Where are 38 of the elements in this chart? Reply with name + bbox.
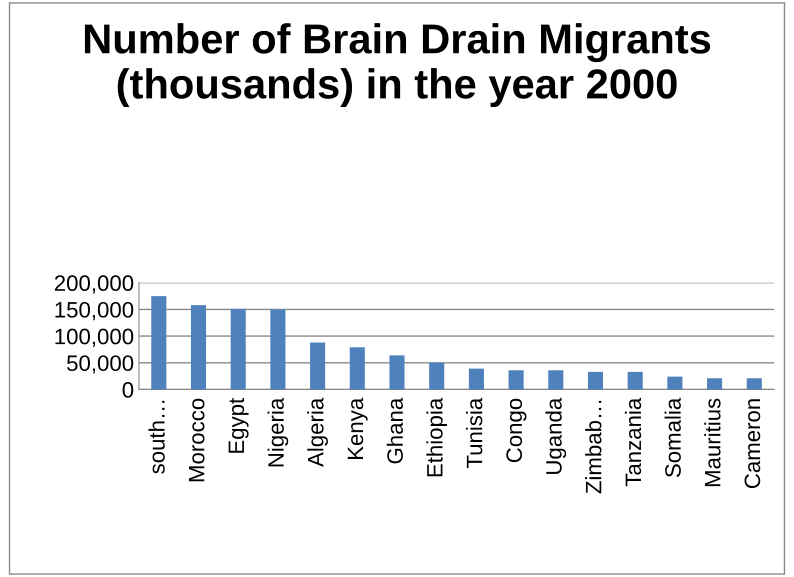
bar: [310, 342, 326, 390]
bar: [230, 308, 246, 390]
chart-title: Number of Brain Drain Migrants (thousands) in the year 2000: [84, 23, 710, 107]
bar: [389, 355, 405, 390]
y-tick-label: 150,000: [55, 302, 134, 320]
x-tick-label: Egypt: [228, 398, 249, 453]
bar: [468, 368, 484, 390]
bar: [746, 378, 762, 390]
x-tick-label: Nigeria: [268, 398, 288, 466]
x-tick-label: Uganda: [545, 398, 566, 474]
y-tick-label: 0: [122, 382, 134, 398]
x-tick-label: south…: [148, 400, 165, 474]
x-tick-label: Tanzania: [624, 398, 642, 486]
x-tick-label: Ethiopia: [426, 398, 448, 476]
bar: [508, 370, 524, 390]
x-tick-label: Congo: [506, 398, 526, 462]
bar: [628, 372, 643, 390]
y-tick-label: 50,000: [67, 355, 134, 374]
bar: [588, 372, 604, 390]
bar: [548, 370, 564, 390]
x-tick-label: Mauritius: [704, 398, 721, 486]
bar: [707, 378, 722, 390]
x-tick-label: Morocco: [188, 398, 204, 482]
x-tick-label: Somalia: [664, 398, 681, 478]
bar: [429, 362, 444, 390]
bar: [667, 376, 682, 390]
x-tick-label: Algeria: [307, 398, 328, 467]
bar: [350, 347, 365, 390]
x-tick-label: Kenya: [348, 398, 368, 459]
x-tick-label: Zimbab…: [585, 400, 602, 494]
bar: [151, 296, 166, 390]
bar: [190, 305, 206, 390]
x-tick-label: Cameron: [744, 399, 760, 488]
bar: [270, 309, 286, 390]
x-tick-label: Ghana: [386, 398, 403, 464]
x-tick-label: Tunisia: [466, 398, 482, 468]
y-tick-label: 100,000: [55, 328, 134, 347]
y-tick-label: 200,000: [54, 275, 134, 294]
